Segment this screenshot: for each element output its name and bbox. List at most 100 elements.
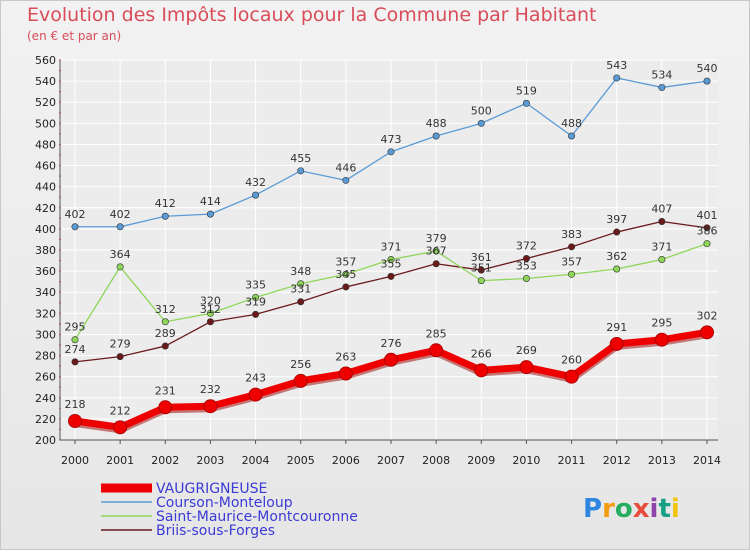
data-point bbox=[568, 270, 576, 278]
data-label: 335 bbox=[245, 279, 266, 292]
data-point bbox=[71, 223, 79, 231]
data-label: 232 bbox=[200, 383, 221, 396]
axes: 200 220 240 260 280 300 320 340 360 380 400 420 440 4… bbox=[35, 54, 721, 467]
data-point bbox=[429, 343, 444, 358]
data-point bbox=[71, 336, 79, 344]
data-point bbox=[613, 228, 621, 236]
data-point bbox=[384, 352, 398, 367]
data-point bbox=[522, 274, 530, 282]
data-point bbox=[658, 218, 666, 226]
data-point bbox=[703, 224, 711, 232]
data-point bbox=[564, 369, 579, 384]
x-tick-label: 2009 bbox=[467, 454, 495, 467]
data-point bbox=[297, 280, 305, 288]
data-point bbox=[613, 74, 621, 82]
data-point bbox=[387, 272, 395, 280]
data-label: 401 bbox=[697, 209, 718, 222]
data-label: 355 bbox=[381, 257, 402, 270]
y-tick-label: 280 bbox=[35, 350, 56, 363]
data-label: 386 bbox=[697, 225, 718, 238]
data-label: 279 bbox=[110, 338, 131, 351]
data-label: 534 bbox=[651, 68, 672, 81]
data-point bbox=[703, 240, 711, 248]
logo-letter: i bbox=[650, 494, 659, 524]
data-label: 371 bbox=[381, 241, 402, 254]
y-tick-label: 360 bbox=[35, 265, 56, 278]
chart-title: Evolution des Impôts locaux pour la Comm… bbox=[27, 4, 597, 26]
y-tick-label: 540 bbox=[35, 75, 56, 88]
data-label: 351 bbox=[471, 262, 492, 275]
x-tick-label: 2008 bbox=[422, 454, 450, 467]
y-tick-label: 380 bbox=[35, 244, 56, 257]
data-point bbox=[432, 260, 440, 268]
series-layer bbox=[68, 74, 714, 435]
data-point bbox=[387, 255, 395, 263]
data-label: 402 bbox=[65, 208, 86, 221]
y-tick-label: 500 bbox=[35, 117, 56, 130]
data-point bbox=[522, 254, 530, 262]
legend-label: Courson-Monteloup bbox=[156, 495, 293, 511]
data-label: 269 bbox=[516, 344, 537, 357]
y-tick-label: 400 bbox=[35, 223, 56, 236]
data-point bbox=[432, 247, 440, 255]
logo-letter: o bbox=[615, 494, 633, 524]
data-label: 519 bbox=[516, 84, 537, 97]
data-label: 274 bbox=[65, 343, 86, 356]
x-tick-label: 2007 bbox=[377, 454, 405, 467]
y-tick-label: 220 bbox=[35, 413, 56, 426]
data-label: 263 bbox=[335, 351, 356, 364]
data-point bbox=[248, 387, 263, 402]
data-label: 357 bbox=[335, 255, 356, 268]
data-point bbox=[161, 342, 169, 350]
legend-label: VAUGRIGNEUSE bbox=[156, 481, 267, 497]
data-label: 397 bbox=[606, 213, 627, 226]
y-tick-label: 260 bbox=[35, 371, 56, 384]
data-label: 500 bbox=[471, 104, 492, 117]
y-tick-label: 520 bbox=[35, 96, 56, 109]
data-point bbox=[338, 366, 353, 381]
data-point bbox=[158, 400, 173, 415]
y-tick-label: 320 bbox=[35, 307, 56, 320]
data-label: 488 bbox=[561, 117, 582, 130]
data-label: 260 bbox=[561, 354, 582, 367]
data-label: 543 bbox=[606, 59, 627, 72]
data-point bbox=[522, 99, 530, 107]
data-point bbox=[203, 399, 218, 414]
data-label: 367 bbox=[426, 245, 447, 258]
data-point bbox=[568, 132, 576, 140]
data-label: 407 bbox=[651, 203, 672, 216]
data-label: 243 bbox=[245, 372, 266, 385]
logo-letter: i bbox=[671, 494, 680, 524]
data-point bbox=[474, 363, 489, 378]
data-point bbox=[206, 210, 214, 218]
data-label: 291 bbox=[606, 321, 627, 334]
data-label: 412 bbox=[155, 197, 176, 210]
data-point bbox=[68, 414, 82, 428]
data-label: 218 bbox=[65, 398, 86, 411]
data-label: 348 bbox=[290, 265, 311, 278]
logo-text: Proxiti bbox=[583, 494, 680, 524]
data-point bbox=[161, 318, 169, 326]
y-tick-label: 440 bbox=[35, 181, 56, 194]
data-label: 295 bbox=[65, 321, 86, 334]
logo-letter: P bbox=[583, 494, 602, 524]
data-label: 432 bbox=[245, 176, 266, 189]
data-label: 231 bbox=[155, 384, 176, 397]
data-label: 319 bbox=[245, 295, 266, 308]
data-point bbox=[116, 263, 124, 271]
data-label: 446 bbox=[335, 161, 356, 174]
x-tick-label: 2011 bbox=[558, 454, 586, 467]
data-point bbox=[477, 266, 485, 274]
data-point bbox=[613, 265, 621, 273]
data-point bbox=[116, 223, 124, 231]
data-point bbox=[206, 318, 214, 326]
data-point bbox=[206, 309, 214, 317]
logo-letter: t bbox=[658, 494, 670, 524]
chart-subtitle: (en € et par an) bbox=[27, 29, 121, 43]
logo-letter: r bbox=[602, 494, 615, 524]
data-label: 364 bbox=[110, 248, 131, 261]
data-label: 285 bbox=[426, 327, 447, 340]
x-tick-label: 2002 bbox=[151, 454, 179, 467]
data-point bbox=[477, 119, 485, 127]
data-point bbox=[703, 77, 711, 85]
